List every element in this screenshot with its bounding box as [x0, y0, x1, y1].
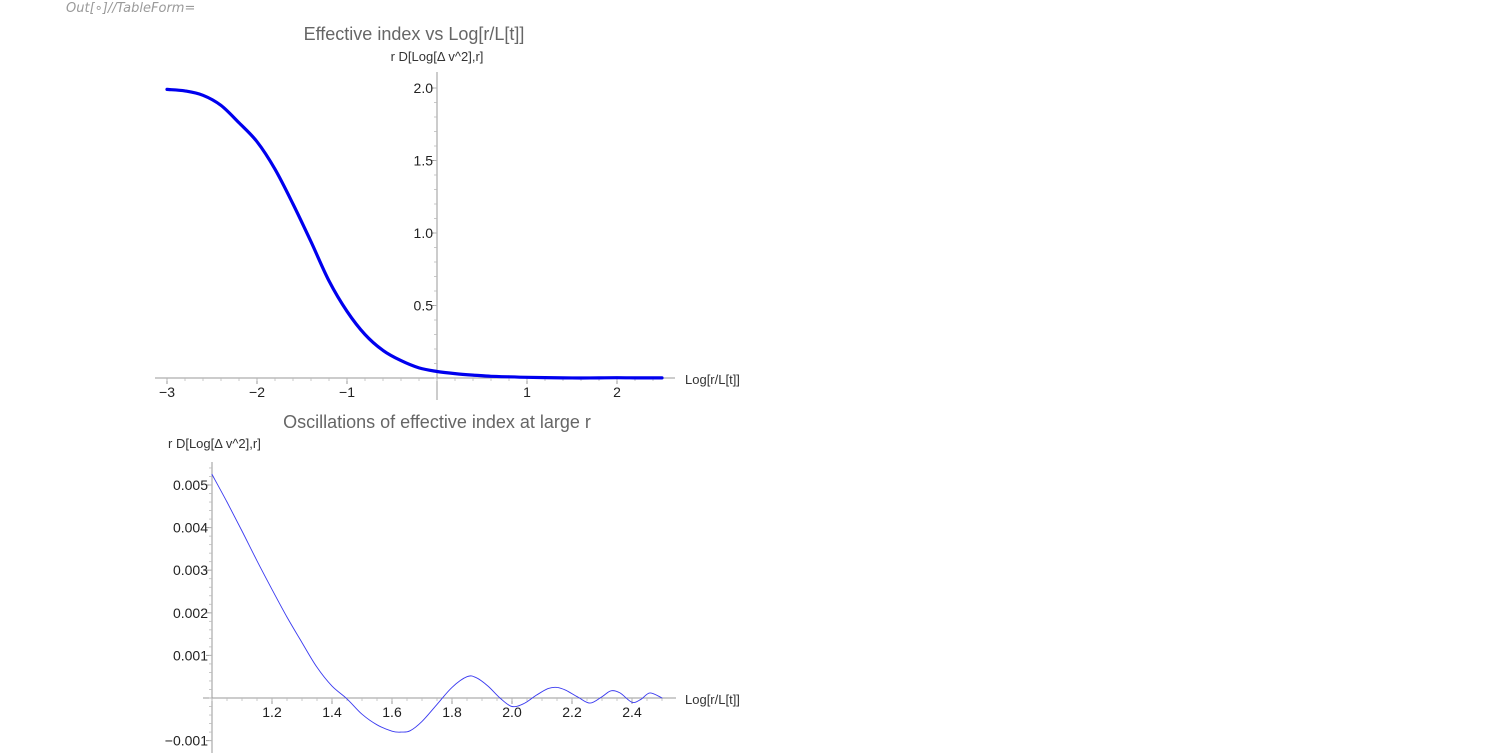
output-cell-label: Out[∘]//TableForm= — [66, 1, 196, 16]
x-axis-label: Log[r/L[t]] — [685, 372, 740, 387]
x-tick-label: 2.2 — [562, 704, 582, 720]
x-tick-label: 1.8 — [442, 704, 462, 720]
y-tick-label: 0.003 — [173, 562, 208, 578]
x-tick-label: −2 — [249, 384, 265, 400]
x-tick-label: 2.0 — [502, 704, 522, 720]
oscillations-chart: Oscillations of effective index at large… — [165, 412, 740, 753]
y-axis-label: r D[Log[Δ v^2],r] — [168, 436, 261, 451]
y-tick-label: 0.001 — [173, 647, 208, 663]
x-tick-label: −3 — [159, 384, 175, 400]
x-tick-label: 1.6 — [382, 704, 402, 720]
x-tick-label: 2.4 — [622, 704, 642, 720]
series-line-0 — [211, 473, 663, 733]
x-tick-label: 1.4 — [322, 704, 342, 720]
y-tick-label: 0.005 — [173, 477, 208, 493]
x-axis-label: Log[r/L[t]] — [685, 692, 740, 707]
y-tick-label: 0.002 — [173, 605, 208, 621]
x-tick-label: 1.2 — [262, 704, 282, 720]
series-line-0 — [165, 87, 664, 380]
x-tick-label: −1 — [339, 384, 355, 400]
y-tick-label: 1.5 — [414, 153, 434, 169]
y-tick-label: −0.001 — [165, 733, 208, 749]
y-tick-label: 0.5 — [414, 298, 434, 314]
x-tick-label: 2 — [613, 384, 621, 400]
x-tick-label: 1 — [523, 384, 531, 400]
effective-index-chart: Effective index vs Log[r/L[t]] r D[Log[Δ … — [155, 24, 740, 400]
y-tick-label: 2.0 — [414, 80, 434, 96]
y-tick-label: 1.0 — [414, 225, 434, 241]
chart-title: Effective index vs Log[r/L[t]] — [304, 24, 525, 44]
y-axis-label: r D[Log[Δ v^2],r] — [391, 49, 484, 64]
y-tick-label: 0.004 — [173, 520, 208, 536]
chart-title: Oscillations of effective index at large… — [283, 412, 591, 432]
